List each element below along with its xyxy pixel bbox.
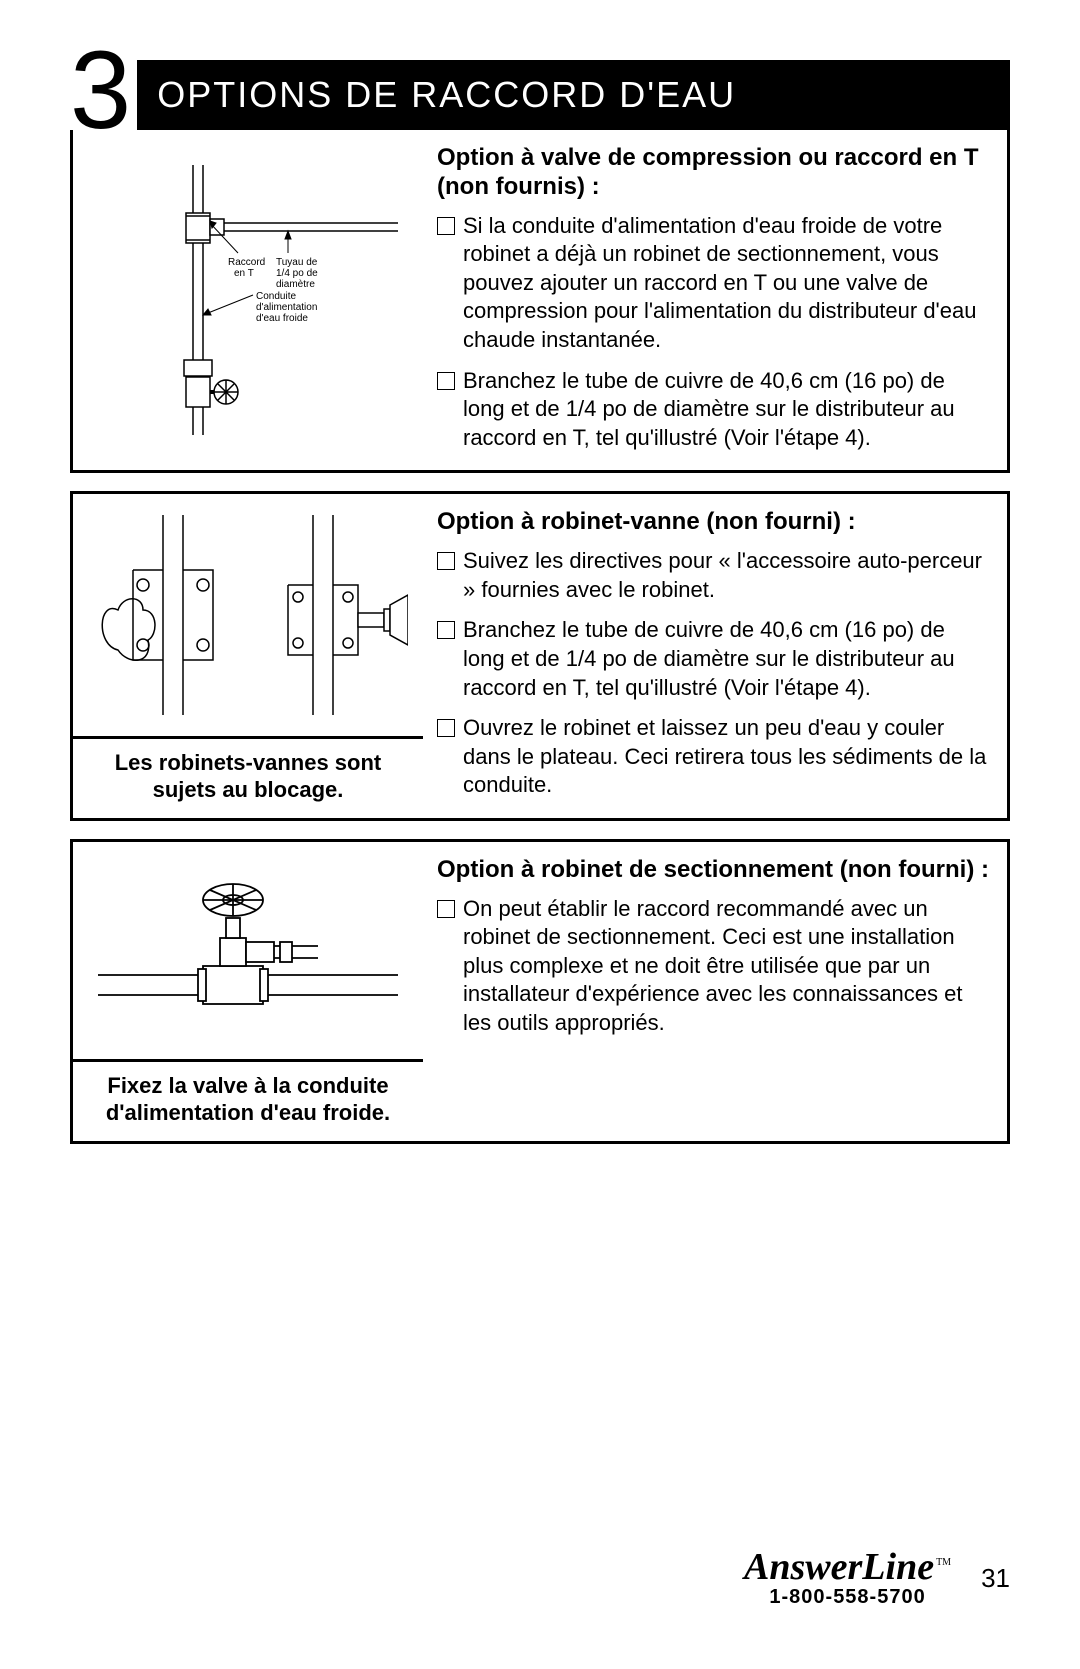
check-text: Suivez les directives pour « l'accessoir…	[463, 547, 989, 604]
option-title: Option à robinet-vanne (non fourni) :	[437, 508, 989, 537]
figure-column: Fixez la valve à la conduite d'alimentat…	[73, 842, 423, 1141]
brand-block: AnswerLineTM 1-800-558-5700	[744, 1548, 951, 1609]
check-text: On peut établir le raccord recommandé av…	[463, 895, 989, 1038]
figure-column: Raccorden T Tuyau de1/4 po dediamètre Co…	[73, 130, 423, 470]
check-item: Si la conduite d'alimentation d'eau froi…	[437, 212, 989, 355]
check-item: Ouvrez le robinet et laissez un peu d'ea…	[437, 714, 989, 800]
option-section-3: Fixez la valve à la conduite d'alimentat…	[70, 839, 1010, 1144]
option-section-2: Les robinets-vannes sont sujets au bloca…	[70, 491, 1010, 821]
brand-logo: AnswerLineTM	[744, 1546, 951, 1588]
figure-caption: Les robinets-vannes sont sujets au bloca…	[73, 739, 423, 818]
check-item: Branchez le tube de cuivre de 40,6 cm (1…	[437, 367, 989, 453]
trademark: TM	[936, 1557, 951, 1568]
diagram-tee: Raccorden T Tuyau de1/4 po dediamètre Co…	[98, 165, 398, 435]
check-item: Branchez le tube de cuivre de 40,6 cm (1…	[437, 616, 989, 702]
checkbox-icon	[437, 900, 455, 918]
diagram-saddle	[88, 515, 408, 715]
label-tee: Raccorden T	[228, 257, 265, 279]
figure-caption: Fixez la valve à la conduite d'alimentat…	[73, 1062, 423, 1141]
option-title: Option à valve de compression ou raccord…	[437, 144, 989, 202]
step-number: 3	[70, 52, 137, 130]
checkbox-icon	[437, 719, 455, 737]
checkbox-icon	[437, 552, 455, 570]
checkbox-icon	[437, 372, 455, 390]
checkbox-icon	[437, 621, 455, 639]
figure-tee-diagram: Raccorden T Tuyau de1/4 po dediamètre Co…	[73, 130, 423, 470]
checklist: On peut établir le raccord recommandé av…	[437, 895, 989, 1038]
brand-text: AnswerLine	[744, 1546, 934, 1588]
phone-number: 1-800-558-5700	[744, 1586, 951, 1609]
diagram-shutoff	[98, 860, 398, 1040]
checklist: Suivez les directives pour « l'accessoir…	[437, 547, 989, 800]
page-footer: AnswerLineTM 1-800-558-5700 31	[744, 1548, 1010, 1609]
page: 3 OPTIONS DE RACCORD D'EAU	[0, 0, 1080, 1144]
check-text: Branchez le tube de cuivre de 40,6 cm (1…	[463, 616, 989, 702]
check-text: Ouvrez le robinet et laissez un peu d'ea…	[463, 714, 989, 800]
text-column: Option à robinet-vanne (non fourni) : Su…	[423, 494, 1007, 818]
text-column: Option à robinet de sectionnement (non f…	[423, 842, 1007, 1141]
label-supply: Conduited'alimentationd'eau froide	[256, 291, 317, 324]
check-item: Suivez les directives pour « l'accessoir…	[437, 547, 989, 604]
check-text: Branchez le tube de cuivre de 40,6 cm (1…	[463, 367, 989, 453]
figure-shutoff-valve	[73, 842, 423, 1062]
check-text: Si la conduite d'alimentation d'eau froi…	[463, 212, 989, 355]
page-title: OPTIONS DE RACCORD D'EAU	[137, 60, 1010, 130]
figure-saddle-valve	[73, 494, 423, 739]
text-column: Option à valve de compression ou raccord…	[423, 130, 1007, 470]
checkbox-icon	[437, 217, 455, 235]
figure-column: Les robinets-vannes sont sujets au bloca…	[73, 494, 423, 818]
check-item: On peut établir le raccord recommandé av…	[437, 895, 989, 1038]
page-number: 31	[981, 1563, 1010, 1594]
label-tube: Tuyau de1/4 po dediamètre	[276, 257, 318, 290]
section-header: 3 OPTIONS DE RACCORD D'EAU	[70, 60, 1010, 130]
option-section-1: Raccorden T Tuyau de1/4 po dediamètre Co…	[70, 130, 1010, 473]
checklist: Si la conduite d'alimentation d'eau froi…	[437, 212, 989, 453]
option-title: Option à robinet de sectionnement (non f…	[437, 856, 989, 885]
